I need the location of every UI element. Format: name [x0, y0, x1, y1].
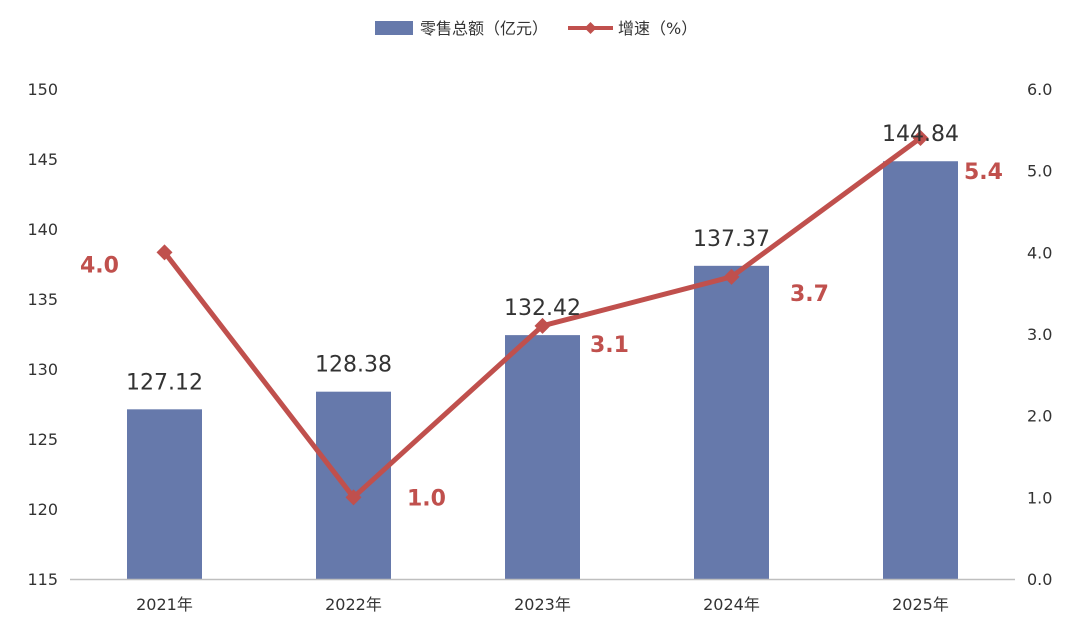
right-y-axis: 0.0 1.0 2.0 3.0 4.0 5.0 6.0 [1027, 80, 1052, 589]
line-value-label: 5.4 [964, 160, 1003, 185]
left-y-tick-label: 135 [27, 290, 58, 309]
line-value-label: 3.1 [590, 333, 629, 358]
right-y-tick-label: 5.0 [1027, 162, 1052, 181]
legend-line-marker [584, 22, 597, 34]
right-y-tick-label: 0.0 [1027, 570, 1052, 589]
x-tick-label: 2024年 [703, 595, 760, 614]
right-y-tick-label: 6.0 [1027, 80, 1052, 99]
left-y-tick-label: 140 [27, 220, 58, 239]
line-point [912, 130, 929, 146]
left-y-tick-label: 145 [27, 150, 58, 169]
line-point [345, 489, 362, 506]
legend-bar-swatch [375, 21, 413, 35]
left-y-axis: 115 120 125 130 135 140 145 150 [27, 80, 58, 589]
legend-bar-label: 零售总额（亿元） [420, 19, 548, 38]
data-labels: 127.12 128.38 132.42 137.37 144.84 4.0 1.0 3.1 3… [80, 122, 1003, 511]
bar-series [127, 161, 958, 580]
line-value-label: 4.0 [80, 253, 119, 278]
line-value-label: 3.7 [790, 282, 829, 307]
line-point [156, 244, 173, 261]
x-tick-label: 2023年 [514, 595, 571, 614]
bar-value-label: 137.37 [693, 227, 770, 252]
line-point [534, 317, 551, 334]
line-value-label: 1.0 [407, 486, 446, 511]
bar-value-label: 144.84 [882, 122, 959, 147]
right-y-tick-label: 1.0 [1027, 488, 1052, 507]
right-y-tick-label: 3.0 [1027, 325, 1052, 344]
legend: 零售总额（亿元） 增速（%） [375, 19, 697, 38]
left-y-tick-label: 150 [27, 80, 58, 99]
left-y-tick-label: 120 [27, 500, 58, 519]
bar [127, 409, 202, 579]
left-y-tick-label: 130 [27, 360, 58, 379]
bar-value-label: 127.12 [126, 370, 203, 395]
legend-line-label: 增速（%） [618, 19, 697, 38]
bar-value-label: 132.42 [504, 296, 581, 321]
line-point [723, 268, 740, 285]
x-tick-label: 2025年 [892, 595, 949, 614]
bar-value-label: 128.38 [315, 353, 392, 378]
x-axis-ticks: 2021年 2022年 2023年 2024年 2025年 [136, 595, 949, 614]
right-y-tick-label: 4.0 [1027, 243, 1052, 262]
x-tick-label: 2022年 [325, 595, 382, 614]
left-y-tick-label: 115 [27, 570, 58, 589]
bar [694, 265, 769, 579]
x-tick-label: 2021年 [136, 595, 193, 614]
bar [505, 335, 580, 579]
left-y-tick-label: 125 [27, 430, 58, 449]
bar [316, 391, 391, 579]
bar [883, 161, 958, 580]
right-y-tick-label: 2.0 [1027, 407, 1052, 426]
line-series [156, 130, 929, 506]
